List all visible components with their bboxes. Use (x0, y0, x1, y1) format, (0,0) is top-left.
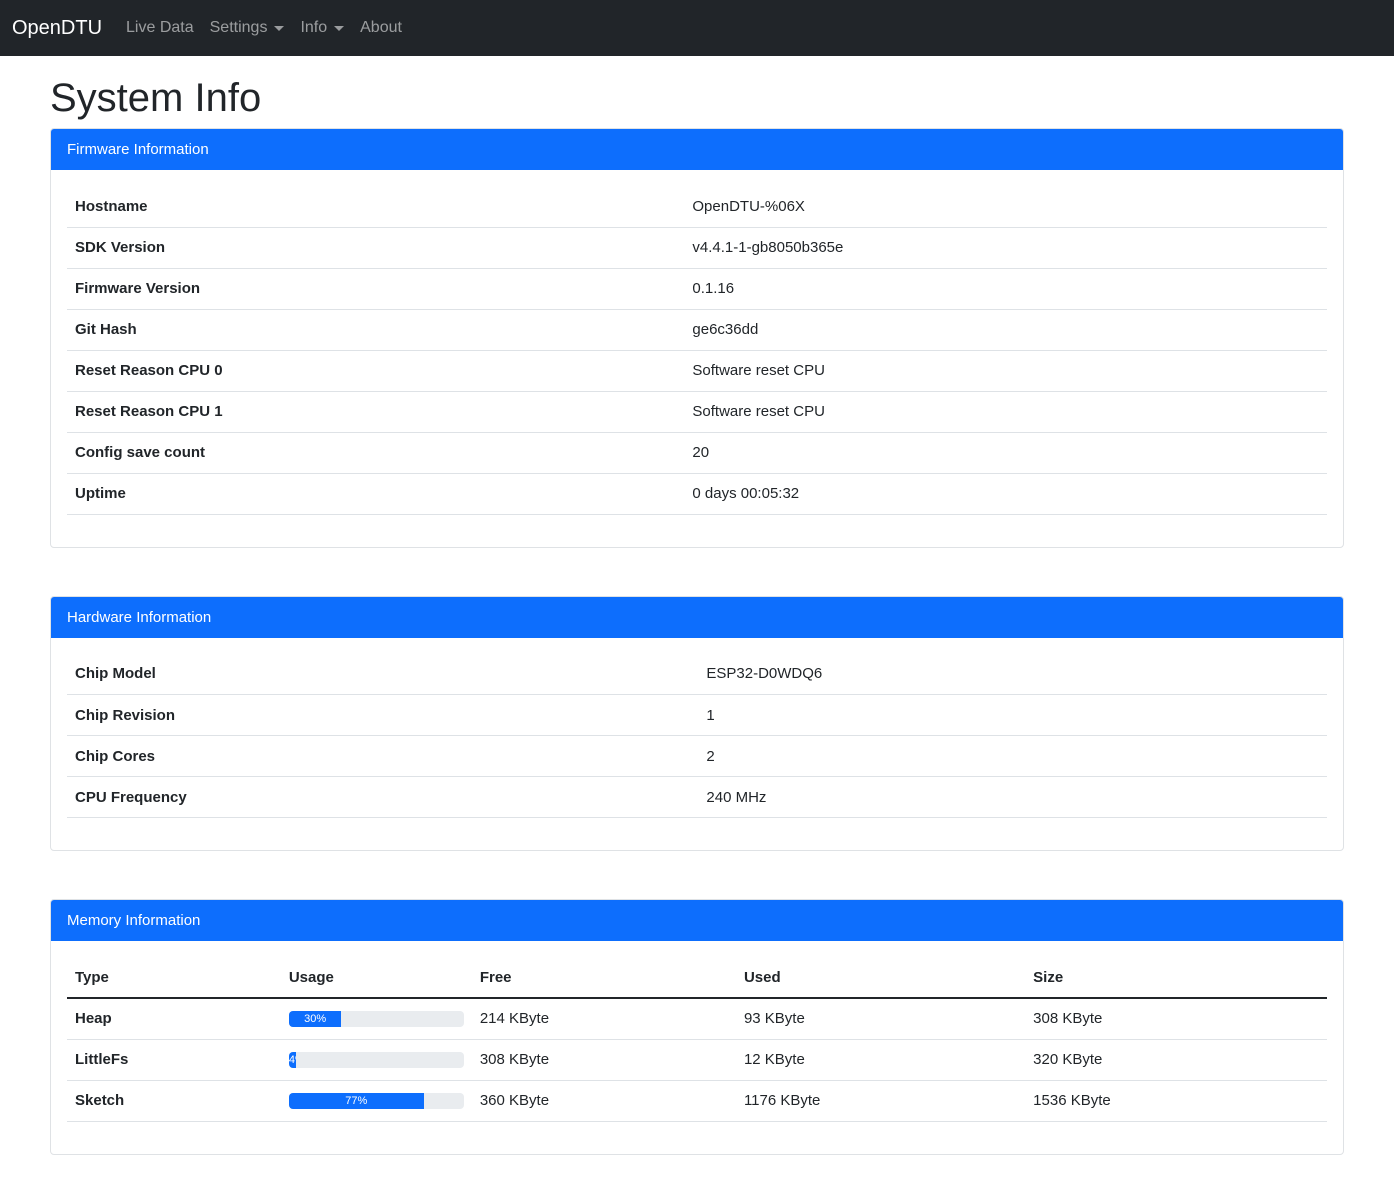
nav-live-data[interactable]: Live Data (126, 19, 194, 37)
row-value: v4.4.1-1-gb8050b365e (684, 227, 1327, 269)
table-row: CPU Frequency 240 MHz (67, 776, 1327, 818)
row-label: Git Hash (67, 309, 685, 351)
table-row: Config save count 20 (67, 432, 1327, 474)
row-value: 2 (684, 735, 1327, 777)
column-header: Type (67, 957, 281, 999)
row-value: 0 days 00:05:32 (684, 473, 1327, 515)
free-value: 308 KByte (471, 1039, 736, 1081)
table-row: Chip Model ESP32-D0WDQ6 (67, 653, 1327, 695)
usage-progress-bar: 4% (288, 1051, 464, 1068)
used-value: 12 KByte (735, 1039, 1026, 1081)
row-label: Reset Reason CPU 1 (67, 391, 685, 433)
memory-type: LittleFs (67, 1039, 281, 1081)
card-header: Memory Information (51, 900, 1343, 941)
caret-down-icon (274, 25, 285, 31)
table-row: Sketch 77% 360 KByte 1176 KByte 1536 KBy… (67, 1080, 1327, 1122)
progress-fill: 4% (288, 1051, 296, 1068)
navbar: OpenDTU Live Data Settings Info About (0, 0, 1394, 56)
table-row: Chip Revision 1 (67, 694, 1327, 736)
table-row: Hostname OpenDTU-%06X (67, 186, 1327, 228)
size-value: 308 KByte (1025, 998, 1327, 1040)
row-label: Chip Model (67, 653, 685, 695)
row-label: Config save count (67, 432, 685, 474)
nav-label: Settings (209, 19, 268, 36)
row-label: CPU Frequency (67, 776, 685, 818)
usage-progress-bar: 30% (288, 1010, 464, 1027)
usage-progress-bar: 77% (288, 1092, 464, 1109)
row-label: SDK Version (67, 227, 685, 269)
table-row: Reset Reason CPU 1 Software reset CPU (67, 391, 1327, 433)
nav-settings[interactable]: Settings (210, 19, 285, 37)
size-value: 320 KByte (1025, 1039, 1327, 1081)
row-label: Uptime (67, 473, 685, 515)
card-header: Firmware Information (51, 129, 1343, 170)
row-label: Reset Reason CPU 0 (67, 350, 685, 392)
row-value: OpenDTU-%06X (684, 186, 1327, 228)
used-value: 93 KByte (735, 998, 1026, 1040)
nav-label: About (360, 19, 402, 36)
table-row: Chip Cores 2 (67, 735, 1327, 777)
row-label: Hostname (67, 186, 685, 228)
hardware-table: Chip Model ESP32-D0WDQ6 Chip Revision 1 Chip… (67, 653, 1327, 818)
nav-info[interactable]: Info (300, 19, 345, 37)
table-row: SDK Version v4.4.1-1-gb8050b365e (67, 227, 1327, 269)
memory-table: Type Usage Free Used Size Heap 30% 214 KByte … (67, 957, 1327, 1122)
usage-cell: 4% (280, 1039, 472, 1081)
column-header: Usage (280, 957, 472, 999)
page-title: System Info (50, 76, 262, 120)
progress-fill: 77% (288, 1092, 424, 1109)
firmware-table: Hostname OpenDTU-%06X SDK Version v4.4.1-1-… (67, 186, 1327, 515)
usage-cell: 30% (280, 998, 472, 1040)
column-header: Used (735, 957, 1026, 999)
table-row: LittleFs 4% 308 KByte 12 KByte 320 KByte (67, 1039, 1327, 1081)
hardware-card: Hardware Information Chip Model ESP32-D0W… (50, 595, 1344, 851)
usage-cell: 77% (280, 1080, 472, 1122)
row-label: Firmware Version (67, 268, 685, 310)
table-row: Reset Reason CPU 0 Software reset CPU (67, 350, 1327, 392)
nav-label: Info (300, 19, 328, 36)
row-value: ge6c36dd (684, 309, 1327, 351)
row-value: 20 (684, 432, 1327, 474)
memory-type: Sketch (67, 1080, 281, 1122)
memory-card: Memory Information Type Usage Free Used Size… (50, 899, 1344, 1155)
row-label: Chip Cores (67, 735, 685, 777)
free-value: 214 KByte (471, 998, 736, 1040)
row-label: Chip Revision (67, 694, 685, 736)
free-value: 360 KByte (471, 1080, 736, 1122)
column-header: Free (471, 957, 736, 999)
row-value: ESP32-D0WDQ6 (684, 653, 1327, 695)
table-row: Uptime 0 days 00:05:32 (67, 473, 1327, 515)
used-value: 1176 KByte (735, 1080, 1026, 1122)
row-value: Software reset CPU (684, 350, 1327, 392)
caret-down-icon (334, 25, 345, 31)
card-header: Hardware Information (51, 596, 1343, 638)
memory-type: Heap (67, 998, 281, 1040)
brand-link[interactable]: OpenDTU (12, 16, 103, 39)
nav-about[interactable]: About (360, 19, 402, 37)
progress-fill: 30% (288, 1010, 342, 1027)
row-value: 1 (684, 694, 1327, 736)
firmware-card: Firmware Information Hostname OpenDTU-%06… (50, 128, 1344, 548)
size-value: 1536 KByte (1025, 1080, 1327, 1122)
row-value: 240 MHz (684, 776, 1327, 818)
nav-label: Live Data (126, 19, 194, 36)
table-row: Firmware Version 0.1.16 (67, 268, 1327, 310)
row-value: Software reset CPU (684, 391, 1327, 433)
table-row: Git Hash ge6c36dd (67, 309, 1327, 351)
table-row: Heap 30% 214 KByte 93 KByte 308 KByte (67, 998, 1327, 1040)
row-value: 0.1.16 (684, 268, 1327, 310)
column-header: Size (1025, 957, 1327, 999)
